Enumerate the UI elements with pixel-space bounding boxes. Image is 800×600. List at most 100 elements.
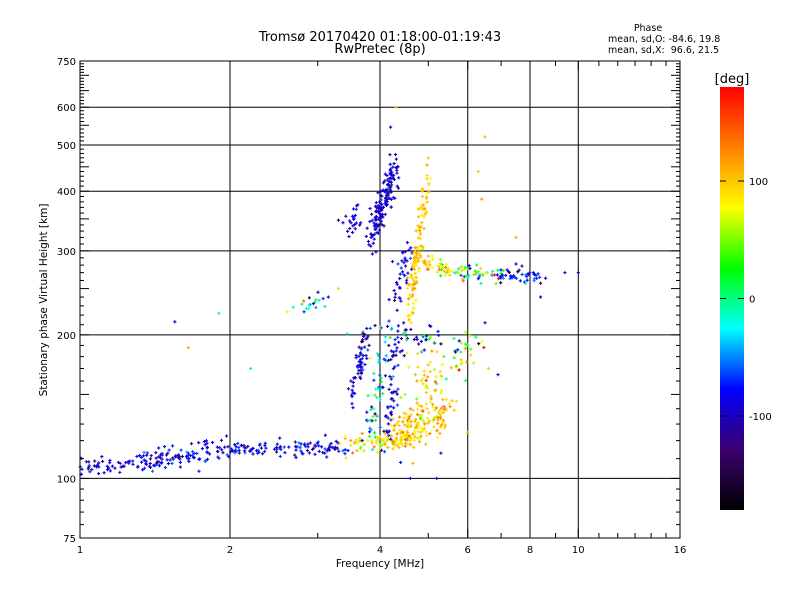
data-point xyxy=(424,386,428,390)
data-point xyxy=(416,224,420,228)
data-point xyxy=(420,404,424,408)
data-point xyxy=(375,414,379,418)
data-point xyxy=(384,193,389,198)
data-point xyxy=(131,459,135,463)
data-point xyxy=(412,438,416,442)
data-point xyxy=(505,268,509,272)
data-point xyxy=(366,239,371,244)
data-point xyxy=(498,281,503,285)
data-point xyxy=(443,406,448,410)
data-point xyxy=(480,197,484,201)
data-point xyxy=(362,334,366,338)
data-point xyxy=(420,220,424,225)
data-point xyxy=(278,436,282,440)
data-point xyxy=(486,366,490,371)
data-point xyxy=(223,445,227,449)
data-point xyxy=(396,420,400,424)
data-point xyxy=(385,324,390,329)
data-point xyxy=(217,456,221,460)
data-point xyxy=(168,458,172,462)
data-point xyxy=(416,365,420,369)
data-point xyxy=(208,452,212,456)
data-point xyxy=(142,450,146,454)
data-point xyxy=(384,196,388,201)
data-point xyxy=(538,275,542,279)
data-point xyxy=(428,263,432,267)
data-point xyxy=(372,371,376,376)
data-point xyxy=(370,419,374,423)
data-point xyxy=(415,407,420,411)
data-point xyxy=(433,341,437,345)
data-point xyxy=(236,441,240,445)
data-point xyxy=(434,406,438,410)
data-point xyxy=(387,387,391,391)
data-point xyxy=(382,437,386,441)
data-point xyxy=(436,435,440,440)
data-point xyxy=(170,461,174,466)
data-point xyxy=(94,465,99,469)
data-point xyxy=(418,231,422,235)
data-point xyxy=(349,379,353,383)
y-tick-label: 75 xyxy=(63,534,76,545)
data-point xyxy=(411,408,415,412)
data-point xyxy=(383,340,387,344)
data-point xyxy=(358,223,362,227)
data-point xyxy=(359,340,364,344)
data-point xyxy=(148,457,153,461)
data-point xyxy=(405,415,409,419)
data-point xyxy=(259,446,264,450)
data-point xyxy=(431,402,435,407)
data-point xyxy=(139,460,144,464)
data-point xyxy=(187,459,191,464)
data-point xyxy=(438,261,442,266)
data-point xyxy=(105,464,109,468)
data-point xyxy=(416,215,421,219)
data-point xyxy=(387,179,391,184)
data-point xyxy=(373,232,377,236)
data-point xyxy=(410,262,415,266)
data-point xyxy=(525,275,529,279)
data-point xyxy=(438,274,443,278)
data-point xyxy=(377,358,381,362)
data-point xyxy=(402,331,406,335)
data-point xyxy=(411,301,416,306)
data-point xyxy=(385,183,389,187)
data-point xyxy=(429,335,433,339)
data-point xyxy=(108,458,112,463)
data-point xyxy=(299,442,303,446)
data-point xyxy=(152,463,156,467)
data-point xyxy=(405,240,410,245)
data-point xyxy=(405,425,409,429)
data-point xyxy=(411,286,415,290)
data-point xyxy=(477,342,481,346)
data-point xyxy=(452,356,456,360)
data-point xyxy=(418,228,422,233)
data-point xyxy=(439,451,443,455)
data-point xyxy=(372,407,376,411)
data-point xyxy=(396,329,400,333)
data-point xyxy=(358,362,363,367)
data-point xyxy=(459,273,463,278)
data-point xyxy=(419,203,423,207)
data-point xyxy=(370,448,375,452)
data-point xyxy=(403,392,407,397)
data-point xyxy=(418,251,422,256)
data-point xyxy=(426,267,430,271)
data-point xyxy=(411,306,415,310)
data-point xyxy=(445,270,449,275)
data-point xyxy=(350,394,354,399)
y-tick-label: 100 xyxy=(57,474,76,485)
data-point xyxy=(499,268,503,272)
data-point xyxy=(466,276,470,280)
data-point xyxy=(163,444,167,449)
data-point xyxy=(427,410,431,415)
data-point xyxy=(399,266,403,270)
data-point xyxy=(393,152,398,157)
data-point xyxy=(376,191,380,195)
y-tick-label: 400 xyxy=(57,187,76,198)
data-point xyxy=(205,457,210,461)
data-point xyxy=(408,313,413,317)
data-point xyxy=(377,228,381,232)
data-point xyxy=(218,446,222,450)
data-point xyxy=(396,262,400,266)
